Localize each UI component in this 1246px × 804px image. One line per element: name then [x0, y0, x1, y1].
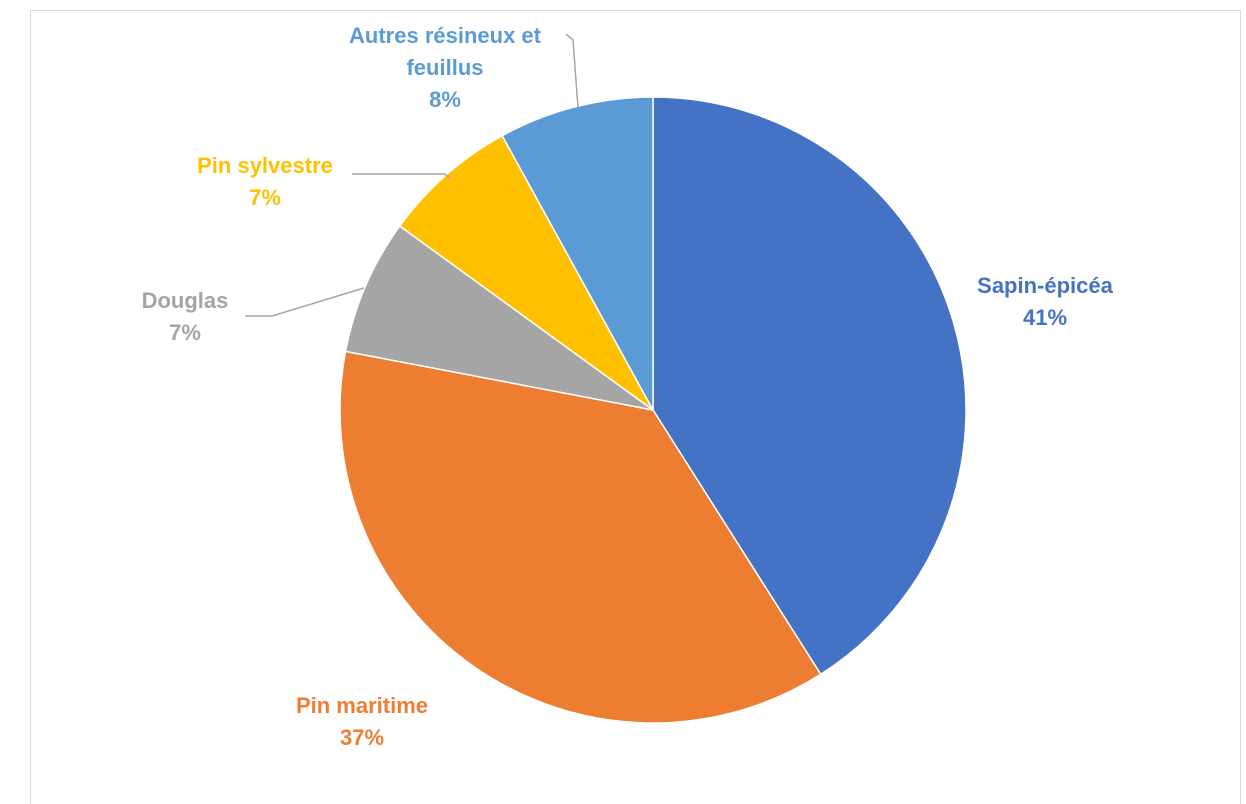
- leader-line: [352, 173, 451, 179]
- value-label: 7%: [249, 185, 281, 210]
- category-label: Douglas: [141, 288, 229, 313]
- category-label: Pin maritime: [295, 693, 429, 718]
- leader-line: [565, 33, 579, 109]
- pie-slice: [344, 224, 654, 411]
- data-label: Pin maritime 37%: [242, 690, 482, 754]
- chart-border: [30, 10, 1241, 804]
- value-label: 8%: [429, 87, 461, 112]
- data-label: Autres résineux et feuillus 8%: [315, 20, 575, 116]
- leader-line: [245, 287, 365, 317]
- value-label: 37%: [339, 725, 385, 750]
- data-label: Douglas 7%: [115, 285, 255, 349]
- value-label: 41%: [1022, 305, 1068, 330]
- data-label: Pin sylvestre 7%: [165, 150, 365, 214]
- category-label: Pin sylvestre: [197, 153, 333, 178]
- pie-slice: [501, 96, 654, 411]
- pie-slice: [339, 350, 822, 724]
- category-label: Sapin-épicéa: [977, 273, 1113, 298]
- pie-slice: [652, 96, 967, 676]
- value-label: 7%: [169, 320, 201, 345]
- category-label: Autres résineux et feuillus: [349, 23, 541, 80]
- data-label: Sapin-épicéa 41%: [975, 270, 1115, 334]
